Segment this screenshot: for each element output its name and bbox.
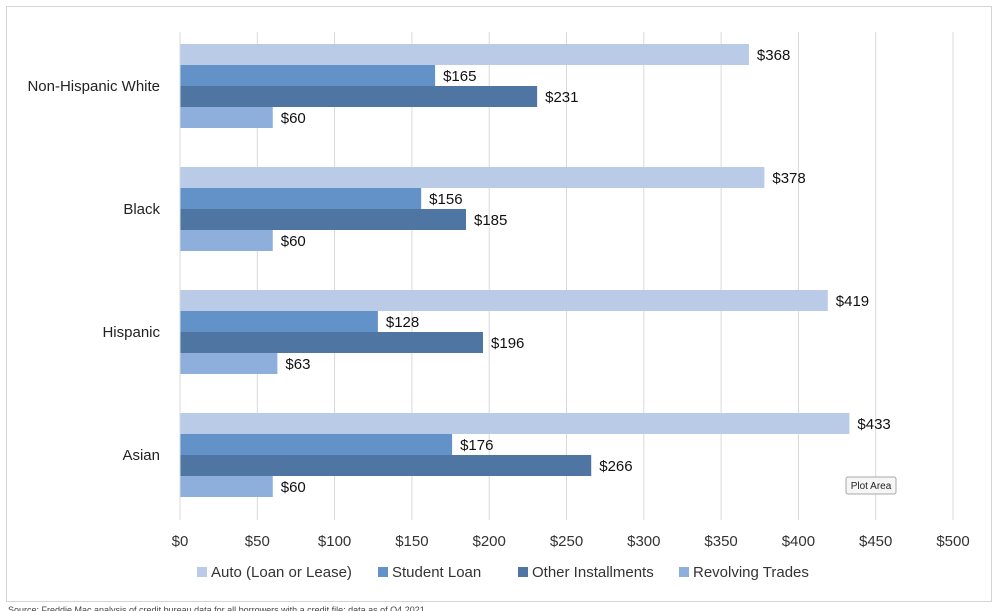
data-label: $60	[281, 479, 306, 496]
x-tick-label: $0	[172, 533, 189, 550]
data-label: $419	[836, 293, 869, 310]
legend-label: Auto (Loan or Lease)	[211, 564, 352, 581]
bar	[180, 311, 378, 332]
bar	[180, 290, 828, 311]
data-label: $433	[857, 416, 890, 433]
bar	[180, 107, 273, 128]
x-tick-label: $50	[245, 533, 270, 550]
data-label: $128	[386, 314, 419, 331]
bar	[180, 86, 538, 107]
x-tick-label: $350	[704, 533, 737, 550]
bar	[180, 44, 749, 65]
x-tick-label: $250	[550, 533, 583, 550]
data-label: $185	[474, 212, 507, 229]
plot-area-tooltip-label: Plot Area	[851, 481, 892, 492]
data-label: $63	[285, 356, 310, 373]
x-tick-label: $300	[627, 533, 660, 550]
category-label: Non-Hispanic White	[27, 78, 160, 95]
bar	[180, 230, 273, 251]
data-label: $231	[545, 89, 578, 106]
bar	[180, 167, 765, 188]
x-tick-label: $500	[936, 533, 969, 550]
x-tick-label: $400	[782, 533, 815, 550]
legend-label: Student Loan	[392, 564, 481, 581]
bar	[180, 332, 484, 353]
data-label: $368	[757, 47, 790, 64]
category-label: Hispanic	[102, 324, 160, 341]
data-label: $60	[281, 110, 306, 127]
bar	[180, 353, 278, 374]
bar	[180, 476, 273, 497]
bar	[180, 188, 422, 209]
source-note: Source: Freddie Mac analysis of credit b…	[8, 605, 428, 611]
data-label: $176	[460, 437, 493, 454]
x-tick-label: $200	[473, 533, 506, 550]
data-label: $266	[599, 458, 632, 475]
x-tick-label: $450	[859, 533, 892, 550]
bar	[180, 455, 592, 476]
legend-label: Other Installments	[532, 564, 654, 581]
legend-swatch	[518, 567, 528, 577]
bar	[180, 413, 850, 434]
bar	[180, 65, 436, 86]
x-tick-label: $100	[318, 533, 351, 550]
bar	[180, 434, 453, 455]
data-label: $165	[443, 68, 476, 85]
legend-swatch	[197, 567, 207, 577]
data-label: $60	[281, 233, 306, 250]
legend-label: Revolving Trades	[693, 564, 809, 581]
x-tick-label: $150	[395, 533, 428, 550]
bar	[180, 209, 467, 230]
category-label: Asian	[122, 447, 160, 464]
legend-swatch	[679, 567, 689, 577]
data-label: $156	[429, 191, 462, 208]
legend-swatch	[378, 567, 388, 577]
data-label: $378	[772, 170, 805, 187]
data-label: $196	[491, 335, 524, 352]
plot-area-tooltip	[845, 476, 897, 495]
category-label: Black	[123, 201, 160, 218]
